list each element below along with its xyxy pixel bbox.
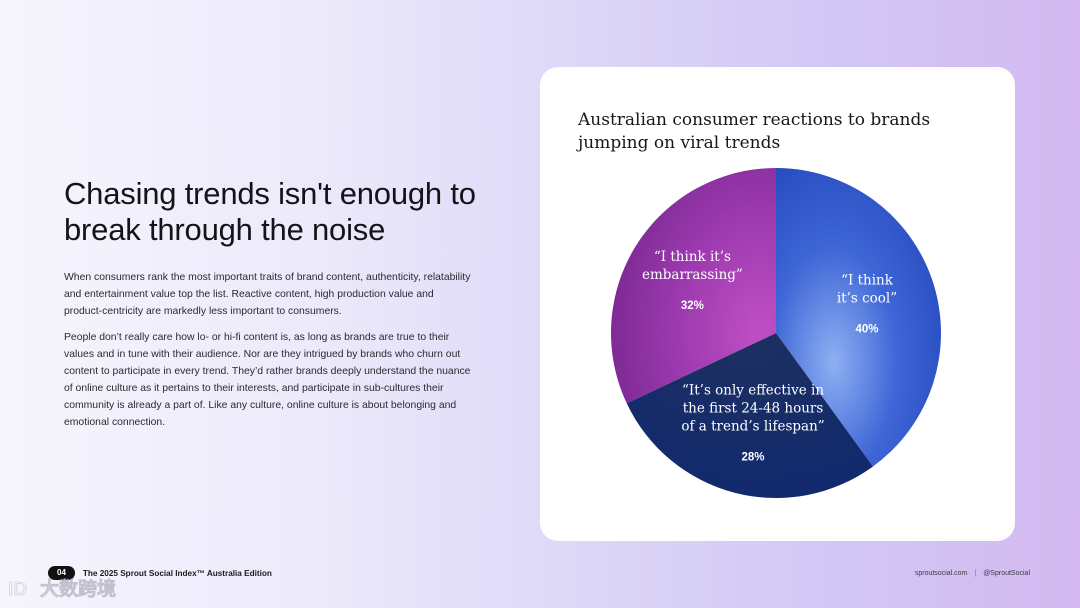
footer-left: 04 The 2025 Sprout Social Index™ Austral… [48,566,272,580]
footer-separator: | [974,570,977,577]
slice-value-label-1: 40% [856,323,879,335]
document-title: The 2025 Sprout Social Index™ Australia … [82,568,272,578]
chart-title: Australian consumer reactions to brands … [578,110,931,153]
slice-label-3-line-2: embarrassing” [642,267,743,283]
svg-text:ID: ID [8,579,27,600]
footer-handle-link[interactable]: @SproutSocial [983,570,1030,577]
page-number-badge: 04 [48,566,75,580]
chart-card: Australian consumer reactions to brands … [540,67,1015,541]
pie-slice-1 [776,168,941,467]
slice-label-1-line-1: “I think [841,272,894,288]
slice-label-2-line-1: “It’s only effective in [682,382,824,398]
slice-value-label-2: 28% [742,451,765,463]
slice-label-1-line-2: it’s cool” [837,290,897,306]
slice-value-label-3: 32% [681,300,704,312]
body-paragraph-1: When consumers rank the most important t… [64,272,471,317]
slice-label-2-line-3: of a trend’s lifespan” [681,418,824,434]
pie-slice-2 [626,333,873,498]
footer-right: sproutsocial.com | @SproutSocial [915,570,1030,577]
pie-chart: “I think it’s cool” 40% “It’s only effectiv… [611,168,941,498]
slice-label-3-line-1: “I think it’s [654,249,731,265]
watermark-logo: ID 大数跨境 [8,577,117,601]
body-paragraph-2: People don’t really care how lo- or hi-f… [64,332,471,428]
body-copy: When consumers rank the most important t… [64,269,474,440]
pie-slice-3 [611,168,776,404]
footer-site-link[interactable]: sproutsocial.com [914,570,968,577]
slice-label-2-line-2: the first 24-48 hours [683,400,824,416]
watermark-text: 大数跨境 [40,577,116,600]
page-headline: Chasing trends isn't enough to break thr… [64,176,476,247]
